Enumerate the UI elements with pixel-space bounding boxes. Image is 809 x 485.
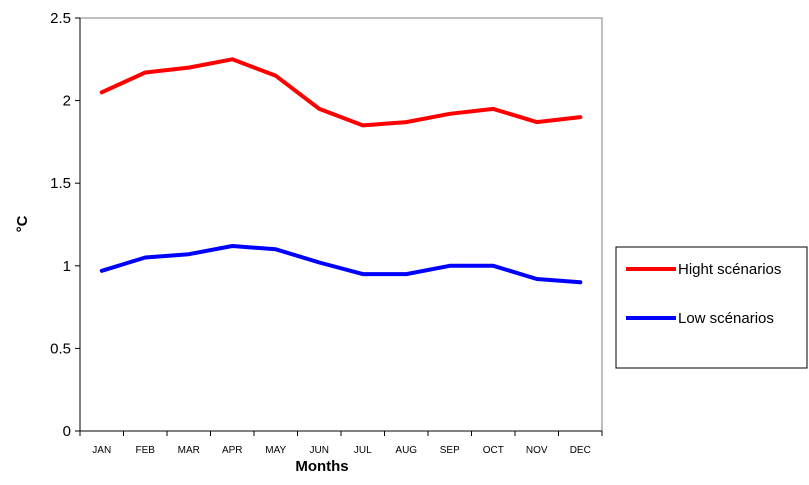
x-axis-ticks: JAN FEB MAR APR MAY JUN JUL AUG SEP OCT NOV DEC — [79, 431, 603, 456]
y-axis-title: °C — [14, 215, 31, 232]
x-tick-label: MAY — [265, 445, 286, 456]
x-tick-label: AUG — [395, 445, 417, 456]
x-tick-label: JUL — [354, 445, 372, 456]
x-tick-label: JAN — [92, 445, 111, 456]
y-tick-label: 2 — [63, 93, 71, 110]
x-tick-label: MAR — [178, 445, 200, 456]
series-line-hight — [99, 57, 583, 128]
series-line-low — [99, 244, 583, 285]
legend-label-hight: Hight scénarios — [678, 261, 781, 278]
legend: Hight scénarios Low scénarios — [615, 246, 808, 369]
x-tick-label: DEC — [570, 445, 591, 456]
y-tick-label: 1.5 — [50, 175, 71, 192]
legend-label-low: Low scénarios — [678, 310, 774, 327]
x-tick-label: NOV — [526, 445, 548, 456]
x-axis-title: Months — [295, 458, 348, 475]
plot-area — [79, 17, 603, 432]
y-tick-label: 0.5 — [50, 340, 71, 357]
x-tick-label: FEB — [136, 445, 156, 456]
x-tick-label: OCT — [483, 445, 504, 456]
x-tick-label: SEP — [440, 445, 460, 456]
y-tick-label: 2.5 — [50, 10, 71, 27]
series-group — [99, 57, 583, 285]
x-tick-label: APR — [222, 445, 243, 456]
x-tick-label: JUN — [310, 445, 329, 456]
y-tick-label: 0 — [63, 423, 71, 440]
y-tick-label: 1 — [63, 258, 71, 275]
y-axis-ticks: 0 0.5 1 1.5 2 2.5 — [50, 10, 80, 440]
